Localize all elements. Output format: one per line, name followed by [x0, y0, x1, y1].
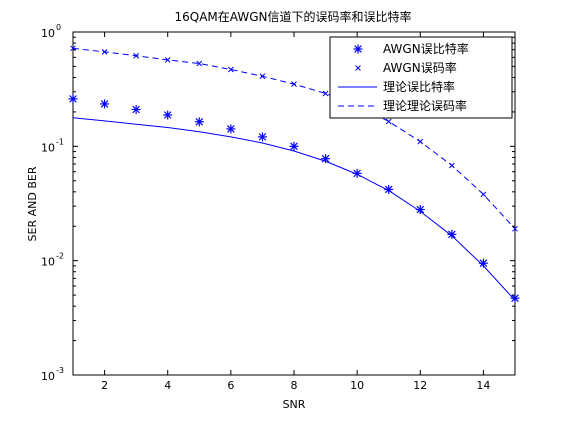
legend-label: AWGN误比特率 — [383, 41, 469, 56]
data-point-asterisk — [447, 229, 457, 239]
series-3 — [72, 117, 516, 301]
y-axis-label: SER AND BER — [26, 166, 39, 241]
data-point-asterisk — [289, 141, 299, 151]
series-line — [72, 47, 516, 230]
data-point-x — [322, 90, 329, 97]
chart-title: 16QAM在AWGN信道下的误码率和误比特率 — [175, 9, 412, 24]
y-tick-label: 10 -1 — [41, 137, 64, 154]
legend-label: 理论理论误码率 — [383, 98, 467, 113]
data-point-asterisk — [100, 99, 110, 109]
data-point-x — [355, 65, 361, 71]
data-point-asterisk — [257, 132, 267, 142]
x-tick-label: 2 — [101, 379, 108, 392]
legend-entry: 理论理论误码率 — [338, 98, 467, 113]
series-1 — [68, 94, 520, 303]
y-tick-base: 10 — [41, 27, 55, 40]
data-point-asterisk — [68, 94, 78, 104]
y-tick-exponent: -2 — [56, 252, 64, 261]
y-tick-base: 10 — [41, 370, 55, 383]
x-tick-label: 12 — [413, 379, 427, 392]
legend-entry: AWGN误码率 — [355, 60, 457, 75]
legend-label: 理论误比特率 — [383, 79, 455, 94]
data-point-asterisk — [163, 110, 173, 120]
legend-entry: AWGN误比特率 — [353, 41, 469, 56]
x-tick-label: 14 — [476, 379, 490, 392]
x-axis-label: SNR — [283, 398, 306, 411]
series-layer — [68, 45, 520, 303]
y-tick-exponent: -1 — [56, 137, 64, 146]
y-tick-exponent: 0 — [56, 23, 61, 32]
legend-label: AWGN误码率 — [383, 60, 457, 75]
data-point-asterisk — [226, 124, 236, 134]
y-tick-exponent: -3 — [56, 366, 64, 375]
y-tick-label: 10 -3 — [41, 366, 64, 383]
x-tick-label: 8 — [291, 379, 298, 392]
data-point-asterisk — [353, 44, 363, 54]
data-point-asterisk — [510, 293, 520, 303]
data-point-asterisk — [194, 117, 204, 127]
y-tick-base: 10 — [41, 141, 55, 154]
data-point-x — [385, 118, 392, 125]
y-tick-base: 10 — [41, 256, 55, 269]
data-point-asterisk — [131, 104, 141, 114]
data-point-x — [228, 66, 234, 73]
x-tick-label: 6 — [227, 379, 234, 392]
y-tick-label: 10 -2 — [41, 252, 64, 269]
y-tick-label: 10 0 — [41, 23, 61, 40]
data-point-x — [196, 60, 203, 67]
series-line — [72, 117, 516, 301]
x-tick-label: 10 — [350, 379, 364, 392]
series-4 — [72, 47, 516, 230]
legend-entry: 理论误比特率 — [338, 79, 455, 94]
x-tick-label: 4 — [164, 379, 171, 392]
